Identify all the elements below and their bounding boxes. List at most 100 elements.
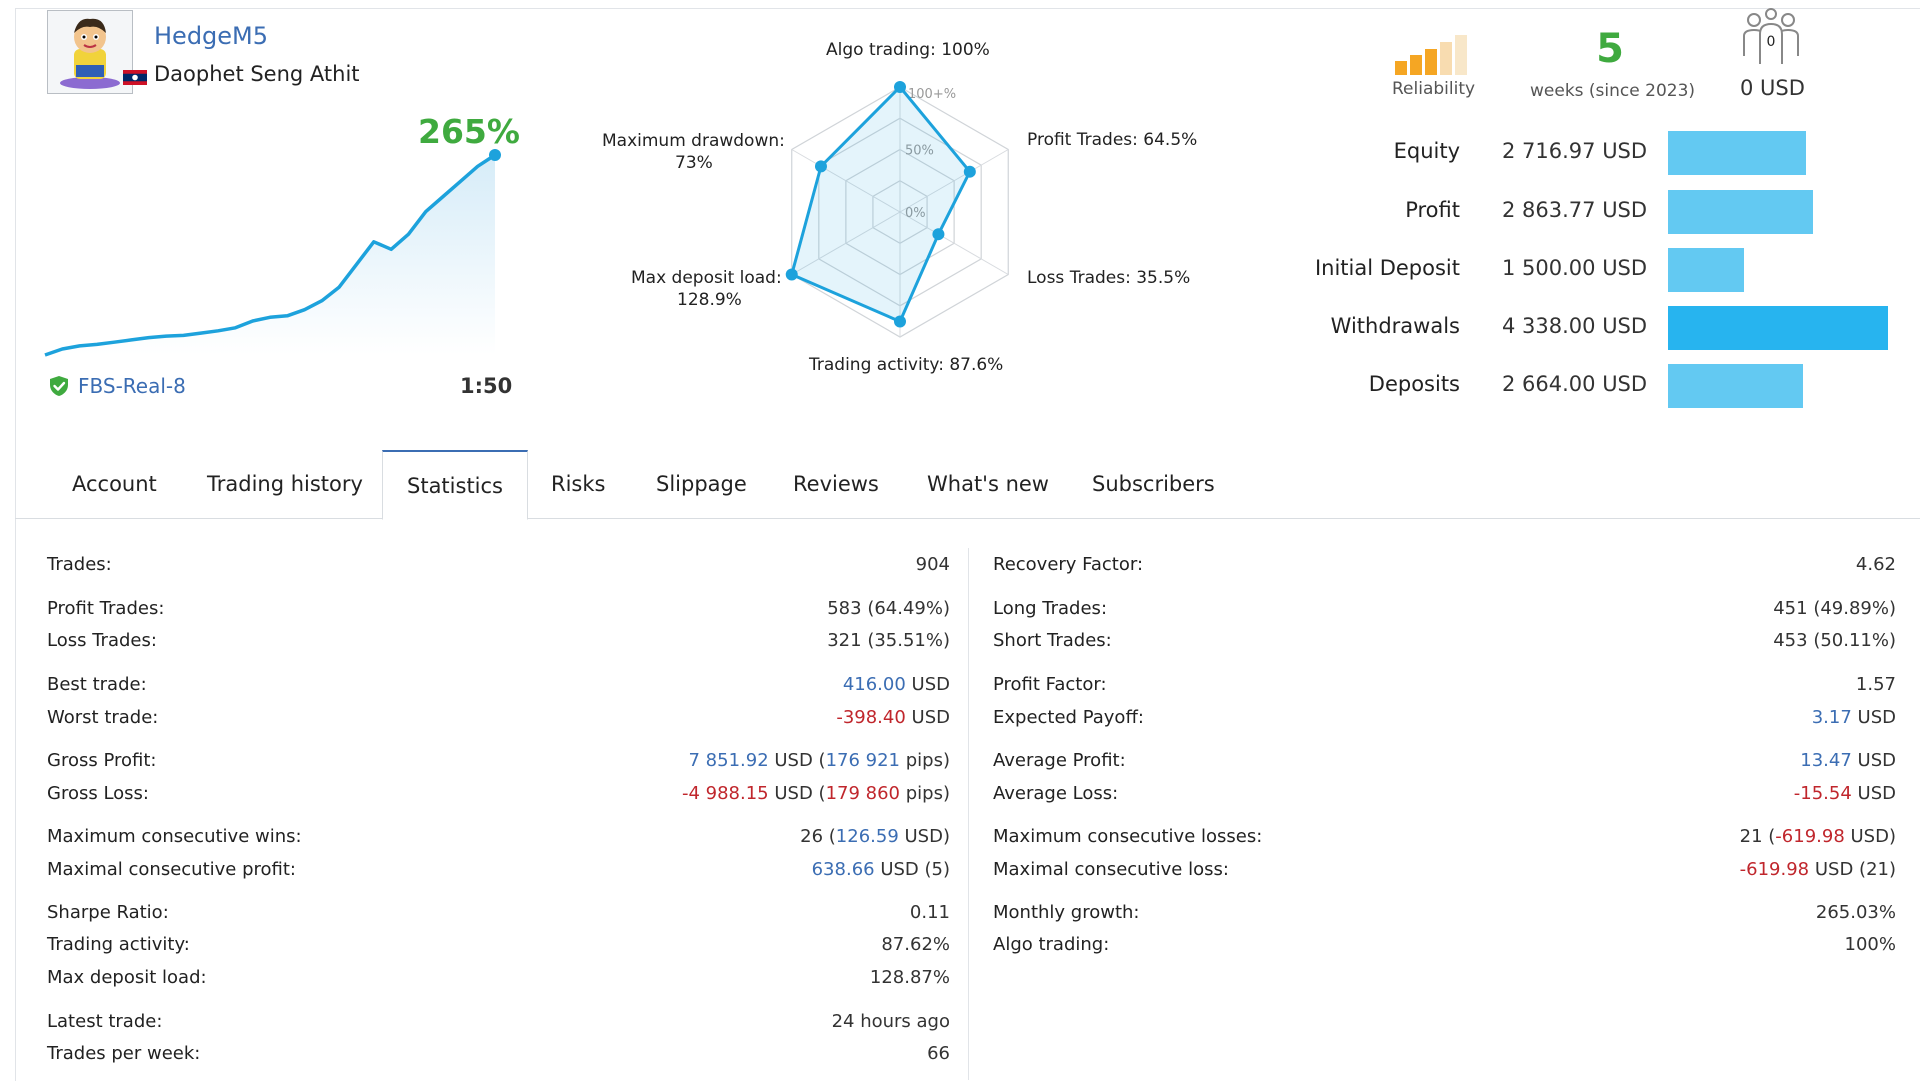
metric-bar xyxy=(1668,248,1745,292)
currency: USD xyxy=(1851,750,1896,771)
gross-loss-amount: -4 988.15 xyxy=(681,783,769,804)
stat-value: 265.03% xyxy=(1815,902,1896,923)
stat-label: Gross Profit: xyxy=(47,750,157,771)
radar-label-drawdown-value: 73% xyxy=(675,153,713,173)
losses-amount: -619.98 xyxy=(1775,826,1845,847)
stat-max-consecutive-losses: Maximum consecutive losses: 21 (-619.98 … xyxy=(993,826,1896,854)
avg-loss-amount: -15.54 xyxy=(1793,783,1852,804)
weeks-count: 5 xyxy=(1596,26,1624,72)
stat-value: 66 xyxy=(927,1043,950,1064)
growth-area xyxy=(45,155,495,355)
growth-chart xyxy=(44,149,501,357)
metric-label: Withdrawals xyxy=(1330,314,1460,338)
weeks-label: weeks (since 2023) xyxy=(1530,81,1696,101)
tab-slippage[interactable]: Slippage xyxy=(656,472,747,496)
currency: USD xyxy=(905,707,950,728)
metric-value: 2 664.00 USD xyxy=(1502,372,1648,396)
radar-tick-label: 50% xyxy=(905,144,934,159)
radar-tick-label: 0% xyxy=(905,206,926,221)
stat-max-consecutive-loss: Maximal consecutive loss: -619.98 USD (2… xyxy=(993,859,1896,887)
stat-value: 904 xyxy=(915,554,950,575)
metric-bar xyxy=(1668,306,1888,350)
subscribers-icon[interactable]: 0 xyxy=(1740,8,1802,68)
metric-label: Initial Deposit xyxy=(1314,256,1460,280)
avg-profit-amount: 13.47 xyxy=(1800,750,1852,771)
tab-account[interactable]: Account xyxy=(72,472,157,496)
tab-risks[interactable]: Risks xyxy=(551,472,606,496)
stat-label: Long Trades: xyxy=(993,598,1108,619)
stat-max-deposit-load: Max deposit load: 128.87% xyxy=(47,967,950,995)
tab-trading-history[interactable]: Trading history xyxy=(207,472,363,496)
payoff-amount: 3.17 xyxy=(1811,707,1852,728)
metric-bar xyxy=(1668,131,1806,175)
radar-axis xyxy=(791,149,901,213)
stat-value: 7 851.92 USD (176 921 pips) xyxy=(688,750,950,771)
stat-value: 87.62% xyxy=(881,934,950,955)
metric-bar xyxy=(1668,364,1804,408)
currency: USD) xyxy=(1844,826,1897,847)
currency: USD xyxy=(905,674,950,695)
best-trade-amount: 416.00 xyxy=(842,674,906,695)
column-divider xyxy=(968,548,969,1080)
stat-value: 3.17 USD xyxy=(1812,707,1896,728)
metric-equity: Equity 2 716.97 USD xyxy=(1300,131,1900,177)
username[interactable]: HedgeM5 xyxy=(154,22,269,50)
stat-trades-per-week: Trades per week: 66 xyxy=(47,1043,950,1071)
metric-label: Profit xyxy=(1405,198,1460,222)
metric-deposits: Deposits 2 664.00 USD xyxy=(1300,364,1900,410)
stat-value: -15.54 USD xyxy=(1794,783,1896,804)
stat-value: 583 (64.49%) xyxy=(827,598,950,619)
metric-label: Equity xyxy=(1393,139,1460,163)
server-name[interactable]: FBS-Real-8 xyxy=(48,374,186,398)
stat-loss-trades: Loss Trades: 321 (35.51%) xyxy=(47,630,950,658)
stat-value: 638.66 USD (5) xyxy=(812,859,950,880)
cons-loss-amount: -619.98 xyxy=(1739,859,1810,880)
metric-profit: Profit 2 863.77 USD xyxy=(1300,190,1900,236)
gross-loss-pips: 179 860 xyxy=(825,783,901,804)
radar-point xyxy=(963,165,976,178)
radar-label-drawdown: Maximum drawdown: xyxy=(602,131,785,151)
tab-whats-new[interactable]: What's new xyxy=(927,472,1049,496)
worst-trade-amount: -398.40 xyxy=(836,707,906,728)
stat-value: 24 hours ago xyxy=(831,1011,950,1032)
tab-subscribers[interactable]: Subscribers xyxy=(1092,472,1215,496)
radar-label-profit: Profit Trades: 64.5% xyxy=(1027,130,1198,150)
radar-chart: 100+% 50% 0% xyxy=(785,81,1009,338)
stat-worst-trade: Worst trade: -398.40 USD xyxy=(47,707,950,735)
losses-count: 21 ( xyxy=(1739,826,1776,847)
cons-profit-amount: 638.66 xyxy=(811,859,875,880)
stat-value: 128.87% xyxy=(869,967,950,988)
server-label: FBS-Real-8 xyxy=(78,374,186,398)
currency: USD ( xyxy=(768,750,826,771)
tab-bar: Account Trading history Statistics Risks… xyxy=(15,450,1920,520)
stat-label: Maximum consecutive losses: xyxy=(993,826,1263,847)
tab-statistics[interactable]: Statistics xyxy=(382,450,528,520)
stat-label: Monthly growth: xyxy=(993,902,1140,923)
stat-value: 4.62 xyxy=(1855,554,1896,575)
stat-label: Loss Trades: xyxy=(47,630,157,651)
stat-label: Profit Factor: xyxy=(993,674,1107,695)
radar-axis xyxy=(899,149,1009,213)
pips-unit: pips) xyxy=(900,750,950,771)
avatar[interactable] xyxy=(47,10,133,94)
pips-unit: pips) xyxy=(900,783,950,804)
radar-axis xyxy=(899,211,1009,275)
tab-reviews[interactable]: Reviews xyxy=(793,472,879,496)
stat-value: -4 988.15 USD (179 860 pips) xyxy=(682,783,950,804)
stat-sharpe-ratio: Sharpe Ratio: 0.11 xyxy=(47,902,950,930)
stat-label: Sharpe Ratio: xyxy=(47,902,169,923)
stat-trades: Trades: 904 xyxy=(47,554,950,582)
stat-long-trades: Long Trades: 451 (49.89%) xyxy=(993,598,1896,626)
currency: USD (5) xyxy=(874,859,950,880)
stat-label: Trading activity: xyxy=(47,934,190,955)
growth-endpoint xyxy=(489,149,501,161)
reliability-bars-icon[interactable] xyxy=(1395,35,1473,75)
subscription-price: 0 USD xyxy=(1740,76,1805,100)
metric-value: 2 716.97 USD xyxy=(1502,139,1648,163)
radar-label-deposit-load-value: 128.9% xyxy=(677,290,742,310)
stat-value: 453 (50.11%) xyxy=(1773,630,1896,651)
metric-withdrawals: Withdrawals 4 338.00 USD xyxy=(1300,306,1900,352)
radar-label-deposit-load: Max deposit load: xyxy=(631,268,782,288)
radar-label-algo: Algo trading: 100% xyxy=(826,40,990,60)
stat-value: 100% xyxy=(1844,934,1896,955)
